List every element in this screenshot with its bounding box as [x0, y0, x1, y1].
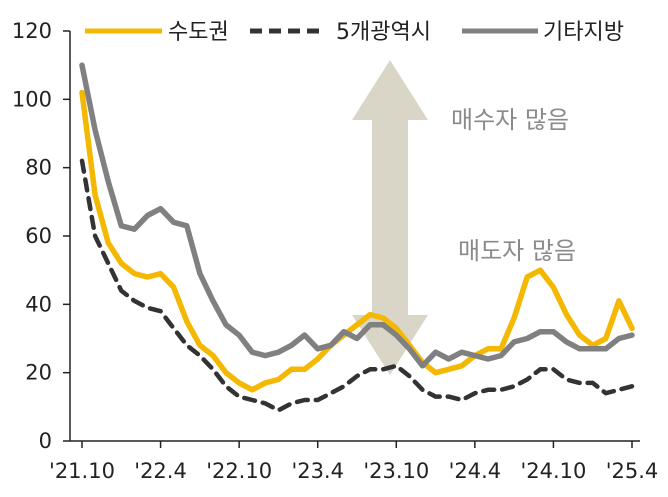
series-line-0: [79, 89, 635, 393]
y-tick-label: 60: [25, 224, 52, 248]
y-tick-label: 120: [12, 19, 52, 43]
legend-label-other: 기타지방: [543, 20, 624, 45]
series-layer: [79, 62, 635, 413]
x-tick-label: '24.10: [520, 459, 586, 483]
y-tick-label: 0: [39, 429, 52, 453]
x-tick-label: '23.4: [291, 459, 344, 483]
x-tick-label: '21.10: [49, 459, 115, 483]
y-tick-label: 80: [25, 156, 52, 180]
y-tick-label: 100: [12, 87, 52, 111]
x-tick-label: '23.10: [363, 459, 429, 483]
x-axis-ticks: '21.10 '22.4 '22.10 '23.4 '23.10 '24.4 '24.10 '…: [49, 441, 658, 483]
y-tick-label: 40: [25, 292, 52, 316]
annotation-buy: 매수자 많음: [451, 106, 569, 134]
arrow-shape: [352, 60, 428, 375]
series-line-2: [79, 62, 635, 369]
x-tick-label: '22.4: [134, 459, 187, 483]
legend-label-sudogwon: 수도권: [168, 20, 229, 45]
legend-label-metro5: 5개광역시: [336, 20, 431, 45]
x-tick-label: '25.4: [606, 459, 659, 483]
x-tick-label: '22.10: [206, 459, 272, 483]
legend: 수도권 5개광역시 기타지방: [85, 20, 624, 45]
y-axis-ticks: 0 20 40 60 80 100 120: [12, 19, 70, 453]
x-tick-label: '24.4: [449, 459, 502, 483]
series-line-1: [79, 158, 635, 413]
annotation-sell: 매도자 많음: [458, 237, 576, 265]
y-tick-label: 20: [25, 361, 52, 385]
double-arrow: [352, 60, 428, 375]
